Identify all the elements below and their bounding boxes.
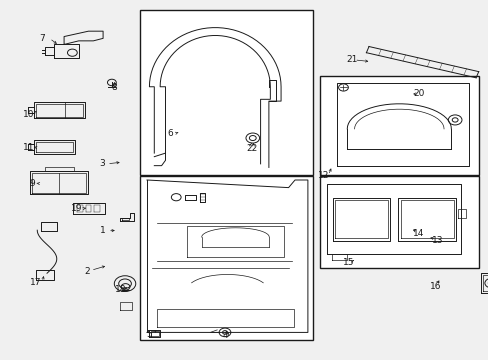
Text: 8: 8 (111, 83, 117, 92)
Bar (320, 176, 478, 268)
Text: 12: 12 (318, 171, 329, 180)
Text: 3: 3 (99, 159, 105, 168)
Text: 4: 4 (222, 332, 227, 341)
Text: 19: 19 (70, 204, 82, 213)
Text: 15: 15 (343, 258, 354, 267)
Bar (320, 76, 478, 175)
Text: 11: 11 (23, 143, 35, 152)
Text: 10: 10 (23, 110, 35, 119)
Text: 18: 18 (115, 285, 126, 294)
Text: 21: 21 (346, 55, 357, 64)
Text: 17: 17 (30, 278, 41, 287)
Text: 1: 1 (100, 226, 106, 235)
Text: 13: 13 (431, 236, 443, 245)
Text: 2: 2 (84, 267, 90, 276)
Text: 20: 20 (412, 89, 424, 98)
Text: 9: 9 (29, 179, 35, 188)
Bar (140, 176, 312, 339)
Text: 6: 6 (167, 129, 173, 138)
Text: 22: 22 (245, 144, 257, 153)
Bar (140, 10, 312, 175)
Text: 16: 16 (429, 282, 441, 291)
Text: 5: 5 (146, 330, 152, 339)
Text: 7: 7 (39, 34, 45, 43)
Text: 14: 14 (412, 229, 424, 238)
